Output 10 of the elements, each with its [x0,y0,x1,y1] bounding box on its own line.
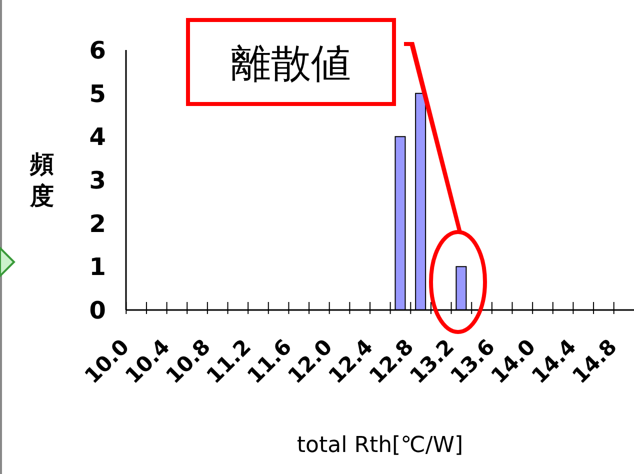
annotation: 離散値 [231,41,351,87]
y-tick-label: 3 [89,166,106,195]
y-tick-label: 4 [89,123,106,152]
y-axis-title: 頻度 [29,150,54,210]
y-tick-label: 1 [89,253,106,282]
y-tick-label: 6 [89,36,106,65]
y-tick-label: 0 [89,296,106,325]
y-tick-label: 5 [89,80,106,108]
y-tick-label: 2 [89,210,106,238]
x-axis-title: total Rth[℃/W] [296,433,464,458]
